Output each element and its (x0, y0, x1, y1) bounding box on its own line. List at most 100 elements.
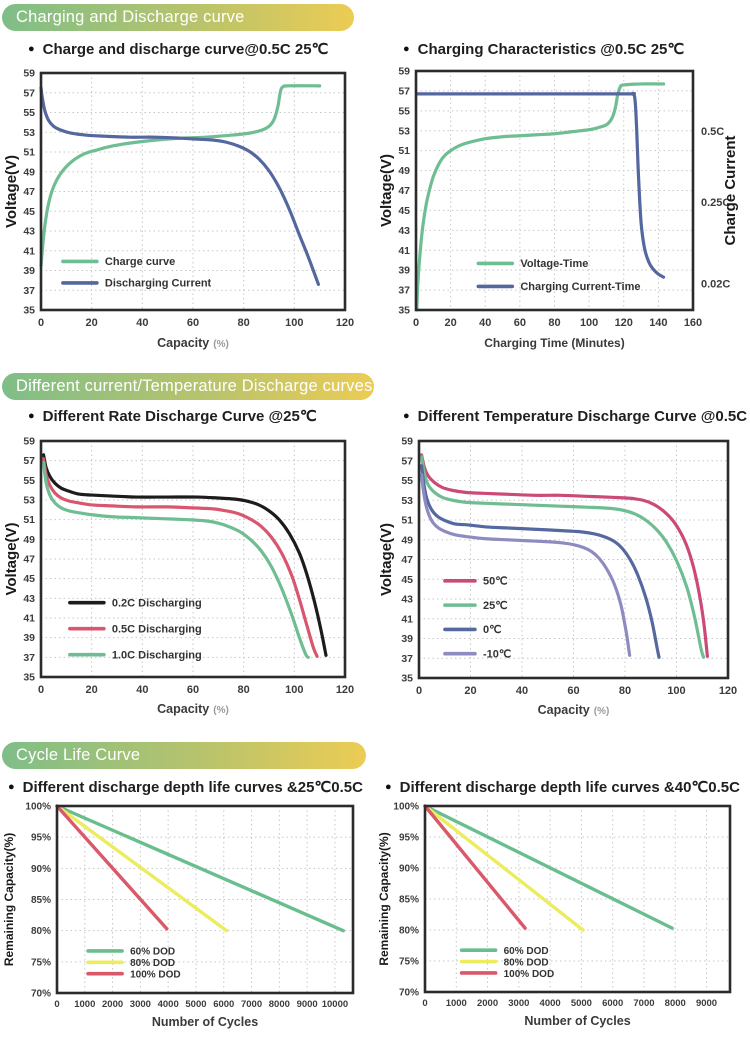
chart-charging-characteristics: ● Charging Characteristics @0.5C 25℃ 0 20… (375, 37, 750, 363)
svg-text:41: 41 (23, 613, 35, 625)
svg-text:53: 53 (23, 495, 35, 507)
svg-text:10000: 10000 (322, 999, 348, 1010)
svg-text:0: 0 (416, 685, 422, 697)
svg-text:43: 43 (23, 226, 35, 238)
svg-text:60: 60 (514, 317, 526, 329)
svg-text:1000: 1000 (446, 998, 467, 1009)
svg-text:Voltage(V): Voltage(V) (378, 154, 395, 227)
svg-text:45: 45 (401, 574, 413, 586)
svg-text:55: 55 (401, 475, 413, 487)
svg-text:47: 47 (23, 186, 35, 198)
svg-text:90%: 90% (399, 864, 419, 875)
svg-text:25℃: 25℃ (483, 600, 508, 612)
svg-text:59: 59 (23, 68, 35, 80)
svg-text:Number of Cycles: Number of Cycles (152, 1015, 258, 1029)
section-banner-discharge-curves: Different current/Temperature Discharge … (2, 373, 374, 400)
chart-title-text: Different Temperature Discharge Curve @0… (417, 407, 748, 425)
svg-text:0.5C: 0.5C (701, 126, 724, 138)
svg-text:60% DOD: 60% DOD (504, 946, 549, 957)
svg-text:70%: 70% (399, 988, 419, 999)
svg-text:40: 40 (479, 317, 491, 329)
chart-row-middle: ● Different Rate Discharge Curve @25℃ 0 2… (0, 404, 750, 720)
svg-text:51: 51 (401, 515, 413, 527)
svg-text:70%: 70% (31, 989, 51, 1000)
svg-text:8000: 8000 (269, 999, 290, 1010)
svg-text:20: 20 (86, 684, 98, 696)
chart-row-top: ● Charge and discharge curve@0.5C 25℃ 0 2… (0, 37, 750, 363)
svg-text:39: 39 (398, 265, 410, 277)
svg-text:120: 120 (336, 684, 354, 696)
chart-title: ● Different discharge depth life curves … (375, 777, 750, 797)
svg-text:37: 37 (23, 652, 35, 664)
svg-text:45: 45 (23, 573, 35, 585)
svg-text:3000: 3000 (130, 999, 151, 1010)
svg-text:43: 43 (401, 594, 413, 606)
svg-text:57: 57 (401, 455, 413, 467)
svg-text:37: 37 (401, 653, 413, 665)
svg-text:160: 160 (684, 317, 702, 329)
svg-text:Discharging Current: Discharging Current (105, 278, 212, 290)
bullet-icon: ● (385, 780, 392, 793)
svg-text:39: 39 (23, 632, 35, 644)
svg-text:60: 60 (567, 685, 579, 697)
svg-text:Charging Current-Time: Charging Current-Time (520, 281, 640, 293)
chart-title-text: Different discharge depth life curves &4… (399, 779, 740, 796)
banner-label: Different current/Temperature Discharge … (16, 377, 373, 395)
svg-text:35: 35 (401, 673, 413, 685)
chart-title: ● Different discharge depth life curves … (0, 777, 375, 797)
svg-text:80% DOD: 80% DOD (504, 957, 549, 968)
svg-text:80%: 80% (31, 926, 51, 937)
svg-text:5000: 5000 (185, 999, 206, 1010)
chart-row-bottom: ● Different discharge depth life curves … (0, 775, 750, 1045)
svg-text:35: 35 (23, 672, 35, 684)
svg-text:55: 55 (23, 107, 35, 119)
svg-text:1.0C Discharging: 1.0C Discharging (112, 649, 202, 661)
svg-text:75%: 75% (399, 957, 419, 968)
svg-text:49: 49 (398, 165, 410, 177)
svg-text:2000: 2000 (477, 998, 498, 1009)
charge-discharge-plot: 0 20 40 60 80 100 120 35 37 39 41 43 45 47 49 51 53 55 57 5… (3, 68, 354, 351)
svg-text:51: 51 (23, 514, 35, 526)
banner-label: Charging and Discharge curve (16, 8, 245, 26)
svg-text:90%: 90% (31, 864, 51, 875)
svg-text:57: 57 (398, 85, 410, 97)
svg-text:100%: 100% (393, 802, 419, 813)
svg-text:95%: 95% (399, 833, 419, 844)
svg-text:39: 39 (23, 265, 35, 277)
svg-text:80% DOD: 80% DOD (130, 958, 175, 969)
svg-text:4000: 4000 (540, 998, 561, 1009)
svg-text:100: 100 (580, 317, 598, 329)
bullet-icon: ● (8, 780, 15, 793)
svg-text:6000: 6000 (602, 998, 623, 1009)
svg-text:0: 0 (413, 317, 419, 329)
svg-text:41: 41 (23, 245, 35, 257)
chart-title: ● Different Rate Discharge Curve @25℃ (0, 406, 375, 426)
cycle-life-40c-plot: 0 1000 2000 3000 4000 5000 6000 7000 8000 9000 70%… (377, 802, 732, 1028)
svg-text:47: 47 (401, 554, 413, 566)
svg-text:5000: 5000 (571, 998, 592, 1009)
chart-cycle-life-40c: ● Different discharge depth life curves … (375, 775, 750, 1045)
svg-text:Capacity(%): Capacity (%) (157, 702, 229, 716)
svg-text:0: 0 (422, 998, 427, 1009)
chart-rate-discharge: ● Different Rate Discharge Curve @25℃ 0 2… (0, 404, 375, 720)
svg-text:1000: 1000 (74, 999, 95, 1010)
svg-text:40: 40 (516, 685, 528, 697)
temperature-discharge-plot: 0 20 40 60 80 100 120 35 37 39 41 43 45 47 49 51 53 55 57 5… (378, 436, 737, 718)
svg-text:Number of Cycles: Number of Cycles (524, 1014, 630, 1028)
svg-text:Remaining Capacity(%): Remaining Capacity(%) (377, 832, 391, 965)
chart-title: ● Charge and discharge curve@0.5C 25℃ (0, 39, 375, 59)
svg-text:Charge Current: Charge Current (722, 135, 739, 245)
chart-title: ● Charging Characteristics @0.5C 25℃ (375, 39, 750, 59)
svg-text:3000: 3000 (508, 998, 529, 1009)
svg-text:100%: 100% (25, 802, 51, 813)
svg-text:Capacity(%): Capacity (%) (538, 703, 610, 717)
svg-text:49: 49 (23, 534, 35, 546)
svg-text:0.5C Discharging: 0.5C Discharging (112, 623, 202, 635)
svg-text:80%: 80% (399, 926, 419, 937)
cycle-life-25c-plot: 0 1000 2000 3000 4000 5000 6000 7000 8000 9000 100… (2, 802, 355, 1029)
chart-title-text: Charging Characteristics @0.5C 25℃ (417, 41, 685, 58)
svg-text:35: 35 (398, 305, 410, 317)
bullet-icon: ● (403, 42, 410, 55)
svg-text:40: 40 (136, 317, 148, 329)
svg-text:20: 20 (86, 317, 98, 329)
